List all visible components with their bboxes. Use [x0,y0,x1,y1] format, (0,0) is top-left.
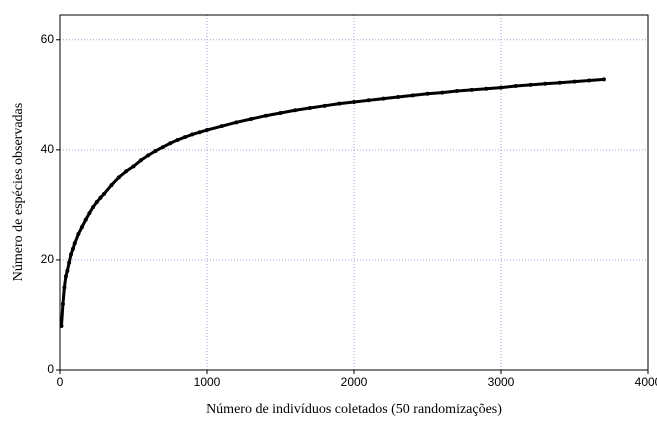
data-point [484,86,489,91]
data-point [76,232,81,237]
data-point [138,158,143,163]
data-point [87,211,92,216]
data-point [160,145,165,150]
data-point [352,99,356,104]
data-point [80,224,85,229]
data-point [499,85,503,90]
data-point [124,169,129,174]
data-point [396,95,401,100]
data-point [572,79,577,84]
data-point [601,77,606,82]
data-point [116,175,121,180]
data-point [293,108,298,113]
data-point [263,113,268,118]
data-point [65,268,70,273]
data-point [322,103,327,108]
data-point [366,98,371,103]
data-point [102,191,107,196]
plot-frame [59,14,649,371]
y-axis-title: Número de espécies observadas [11,103,26,281]
data-point [168,141,173,146]
x-tick-label: 2000 [341,375,368,389]
data-point [205,128,209,133]
data-point [94,200,99,205]
data-point [83,217,88,222]
y-tick-label: 40 [41,142,55,156]
data-point [69,252,74,257]
data-point [249,117,254,122]
data-point [131,164,136,169]
data-point [440,90,445,95]
y-tick-label: 20 [41,252,55,266]
data-point [528,82,533,87]
data-point [543,81,548,86]
data-point [513,84,518,88]
data-point [72,241,77,246]
data-point [175,137,180,142]
data-point [62,285,67,290]
data-point [146,153,151,158]
data-point [109,183,114,188]
data-point [469,87,474,92]
data-point [67,260,72,265]
data-point [70,246,75,251]
x-tick-label: 1000 [194,375,221,389]
data-point [454,88,459,93]
data-point [153,148,158,153]
data-point [278,110,283,115]
series-line [59,77,605,327]
data-point [234,120,239,125]
y-tick-label: 60 [41,32,55,46]
data-point [307,106,312,111]
x-tick-label: 4000 [635,375,657,389]
data-point [182,135,187,140]
data-point [381,96,386,101]
data-point [587,78,592,83]
data-point [60,301,65,306]
data-point [197,130,202,135]
x-tick-label: 0 [57,375,64,389]
data-point [337,101,342,106]
data-point [219,124,224,129]
x-tick-label: 3000 [488,375,515,389]
data-point [91,205,96,210]
data-point [59,323,64,328]
y-tick-label: 0 [47,362,54,376]
x-axis-title: Número de indivíduos coletados (50 rando… [206,402,502,417]
data-point [190,132,195,137]
data-point [98,195,103,200]
data-point [63,274,68,279]
data-point [410,93,415,98]
data-point [557,80,562,85]
data-point [425,91,430,96]
